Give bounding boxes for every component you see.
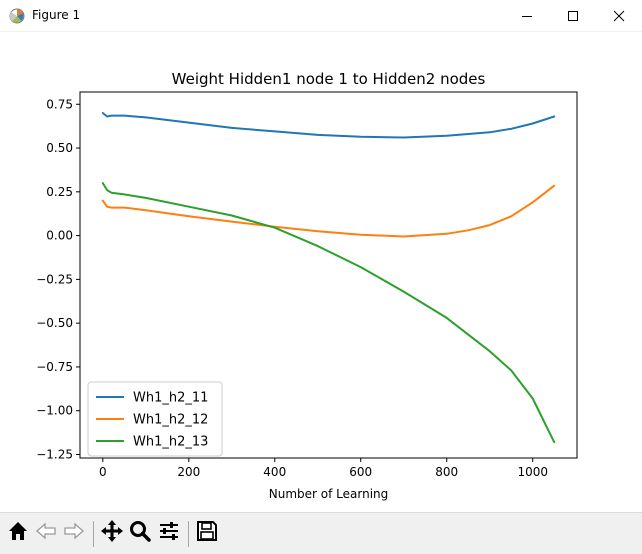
axes-frame (79, 91, 578, 459)
matplotlib-icon (8, 7, 26, 25)
window-title: Figure 1 (32, 8, 81, 22)
navigation-toolbar (0, 512, 642, 554)
legend-box (87, 381, 223, 457)
maximize-button[interactable] (550, 0, 596, 32)
series-line-wh1-h2-12 (101, 184, 556, 238)
minimize-icon (521, 7, 533, 26)
x-tick-label: 0 (99, 465, 107, 479)
home-icon (6, 519, 30, 547)
y-tick-label: 0.00 (46, 229, 73, 243)
forward-button[interactable] (60, 519, 88, 547)
back-icon (34, 519, 58, 547)
zoom-icon (128, 519, 152, 547)
x-tick-label: 1000 (517, 465, 548, 479)
y-tick-label: 0.25 (46, 185, 73, 199)
close-button[interactable] (596, 0, 642, 32)
toolbar-separator (188, 521, 189, 547)
x-tick-label: 600 (349, 465, 372, 479)
configure-subplots-icon (157, 519, 181, 547)
figure-canvas[interactable]: 0 200 400 600 800 1000 0.75 0.50 0.25 0.00 −0.25 −… (0, 32, 642, 510)
legend: Wh1_h2_11 Wh1_h2_12 Wh1_h2_13 (87, 381, 223, 457)
legend-label: Wh1_h2_13 (133, 435, 208, 450)
x-axis-label: Number of Learning (269, 487, 389, 501)
x-tick-label: 800 (435, 465, 458, 479)
maximize-icon (567, 7, 579, 26)
y-axis-ticks: 0.75 0.50 0.25 0.00 −0.25 −0.50 −0.75 −1.00 −1.2… (36, 97, 80, 461)
y-tick-label: −1.00 (36, 404, 73, 418)
series-lines (101, 112, 556, 444)
y-tick-label: −0.50 (36, 316, 73, 330)
home-button[interactable] (4, 519, 32, 547)
pan-button[interactable] (98, 519, 126, 547)
series-line-wh1-h2-13 (101, 182, 556, 444)
toolbar-separator (93, 521, 94, 547)
y-tick-label: −0.75 (36, 360, 73, 374)
legend-label: Wh1_h2_12 (133, 413, 208, 428)
minimize-button[interactable] (504, 0, 550, 32)
pan-icon (100, 519, 124, 547)
close-icon (613, 7, 625, 26)
forward-icon (62, 519, 86, 547)
window-title-bar[interactable]: Figure 1 (0, 0, 642, 32)
x-axis-ticks: 0 200 400 600 800 1000 (99, 458, 548, 479)
configure-subplots-button[interactable] (155, 519, 183, 547)
legend-label: Wh1_h2_11 (133, 391, 208, 406)
save-icon (195, 519, 219, 547)
line-chart: 0 200 400 600 800 1000 0.75 0.50 0.25 0.00 −0.25 −… (36, 70, 578, 501)
x-tick-label: 400 (263, 465, 286, 479)
y-tick-label: 0.75 (46, 97, 73, 111)
chart-title: Weight Hidden1 node 1 to Hidden2 nodes (172, 70, 486, 88)
zoom-button[interactable] (126, 519, 154, 547)
x-tick-label: 200 (177, 465, 200, 479)
series-line-wh1-h2-11 (101, 112, 556, 139)
y-tick-label: −0.25 (36, 272, 73, 286)
y-tick-label: 0.50 (46, 141, 73, 155)
save-button[interactable] (193, 519, 221, 547)
back-button[interactable] (32, 519, 60, 547)
y-tick-label: −1.25 (36, 447, 73, 461)
